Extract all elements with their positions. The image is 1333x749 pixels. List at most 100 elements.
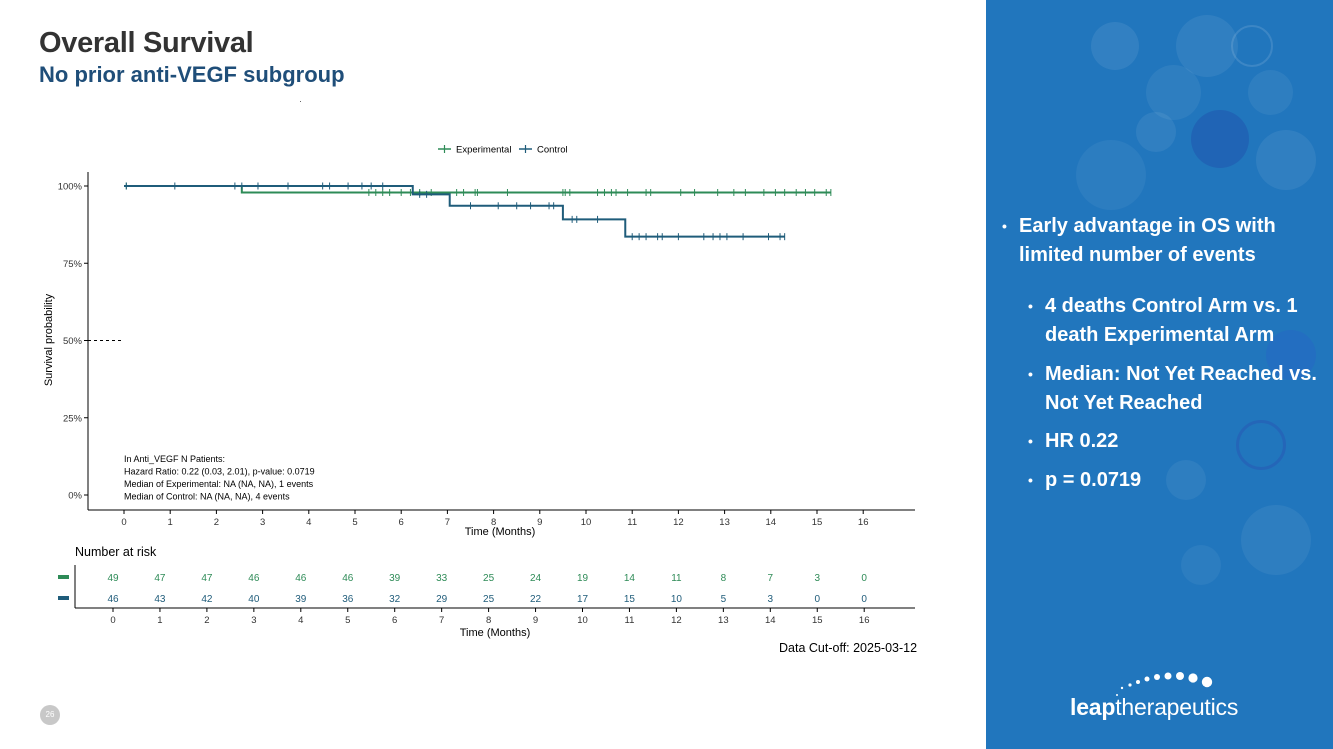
decor-bubble xyxy=(1266,330,1316,380)
risk-table-title: Number at risk xyxy=(75,545,157,559)
stray-dot xyxy=(300,101,301,102)
risk-count-control: 0 xyxy=(814,594,820,605)
x-tick-label: 8 xyxy=(491,517,496,528)
risk-x-tick-label: 3 xyxy=(251,615,256,626)
x-tick-label: 5 xyxy=(352,517,357,528)
bullet-dot-icon: • xyxy=(1028,366,1033,382)
sub-bullet: • HR 0.22 xyxy=(1028,427,1328,456)
y-tick-label: 0% xyxy=(68,491,82,502)
risk-x-tick-label: 4 xyxy=(298,615,303,626)
slide-subtitle: No prior anti-VEGF subgroup xyxy=(39,62,345,87)
risk-count-experimental: 7 xyxy=(768,573,774,584)
risk-count-experimental: 46 xyxy=(342,573,354,584)
decor-bubble xyxy=(1091,22,1139,70)
sub-bullet-text: Median: Not Yet Reached vs. Not Yet Reac… xyxy=(1045,363,1317,414)
decor-bubble xyxy=(1166,460,1206,500)
risk-count-experimental: 24 xyxy=(530,573,542,584)
risk-count-control: 10 xyxy=(671,594,683,605)
risk-count-control: 39 xyxy=(295,594,307,605)
legend-label: Experimental xyxy=(456,145,511,156)
risk-x-tick-label: 9 xyxy=(533,615,538,626)
legend-label: Control xyxy=(537,145,568,156)
risk-row-swatch-control xyxy=(58,596,69,600)
risk-count-control: 3 xyxy=(768,594,774,605)
x-tick-label: 15 xyxy=(812,517,823,528)
sub-bullet: • Median: Not Yet Reached vs. Not Yet Re… xyxy=(1028,360,1328,418)
company-logo: leaptherapeutics xyxy=(1070,668,1270,728)
risk-count-control: 22 xyxy=(530,594,542,605)
bullet-main: • Early advantage in OS with limited num… xyxy=(1002,212,1322,270)
sub-bullet: • 4 deaths Control Arm vs. 1 death Exper… xyxy=(1028,292,1328,350)
decor-bubble xyxy=(1256,130,1316,190)
risk-x-tick-label: 7 xyxy=(439,615,444,626)
y-axis-title: Survival probability xyxy=(43,293,55,386)
risk-count-control: 42 xyxy=(201,594,213,605)
decor-bubble xyxy=(1076,140,1146,210)
risk-count-control: 36 xyxy=(342,594,354,605)
risk-count-experimental: 33 xyxy=(436,573,448,584)
risk-x-tick-label: 5 xyxy=(345,615,350,626)
risk-count-experimental: 14 xyxy=(624,573,636,584)
page-number: 26 xyxy=(40,705,60,725)
decor-bubble xyxy=(1136,112,1176,152)
x-tick-label: 4 xyxy=(306,517,311,528)
bullet-main-text: Early advantage in OS with limited numbe… xyxy=(1019,215,1276,266)
risk-row-swatch-experimental xyxy=(58,575,69,579)
risk-count-experimental: 49 xyxy=(107,573,119,584)
y-tick-label: 50% xyxy=(63,336,83,347)
sub-bullet: • p = 0.0719 xyxy=(1028,466,1328,495)
x-tick-label: 1 xyxy=(168,517,173,528)
risk-x-tick-label: 0 xyxy=(110,615,115,626)
risk-count-experimental: 46 xyxy=(248,573,260,584)
risk-count-control: 25 xyxy=(483,594,495,605)
risk-count-experimental: 46 xyxy=(295,573,307,584)
bullet-dot-icon: • xyxy=(1002,218,1007,234)
risk-x-tick-label: 8 xyxy=(486,615,491,626)
decor-bubble xyxy=(1191,110,1249,168)
x-tick-label: 13 xyxy=(719,517,730,528)
x-tick-label: 10 xyxy=(581,517,592,528)
x-tick-label: 12 xyxy=(673,517,684,528)
x-tick-label: 14 xyxy=(766,517,777,528)
decor-bubble xyxy=(1176,15,1238,77)
risk-count-experimental: 47 xyxy=(154,573,166,584)
decor-bubble xyxy=(1248,70,1293,115)
risk-count-control: 40 xyxy=(248,594,260,605)
x-tick-label: 9 xyxy=(537,517,542,528)
risk-count-control: 0 xyxy=(861,594,867,605)
risk-x-tick-label: 14 xyxy=(765,615,776,626)
annotation-line: In Anti_VEGF N Patients: xyxy=(124,454,225,464)
annotation-line: Hazard Ratio: 0.22 (0.03, 2.01), p-value… xyxy=(124,467,315,477)
sidebar-panel: • Early advantage in OS with limited num… xyxy=(986,0,1333,749)
bullet-dot-icon: • xyxy=(1028,472,1033,488)
risk-count-control: 43 xyxy=(154,594,166,605)
risk-x-tick-label: 10 xyxy=(577,615,588,626)
logo-dots-icon xyxy=(1116,672,1213,696)
risk-x-tick-label: 12 xyxy=(671,615,682,626)
risk-x-tick-label: 2 xyxy=(204,615,209,626)
risk-count-experimental: 25 xyxy=(483,573,495,584)
x-tick-label: 0 xyxy=(121,517,126,528)
risk-count-control: 15 xyxy=(624,594,636,605)
y-tick-label: 25% xyxy=(63,413,83,424)
x-tick-label: 16 xyxy=(858,517,869,528)
decor-bubble xyxy=(1236,420,1286,470)
y-tick-label: 100% xyxy=(58,182,83,193)
annotation-line: Median of Experimental: NA (NA, NA), 1 e… xyxy=(124,479,314,489)
decor-bubble xyxy=(1231,25,1273,67)
x-tick-label: 6 xyxy=(399,517,404,528)
risk-count-experimental: 3 xyxy=(814,573,820,584)
risk-x-tick-label: 16 xyxy=(859,615,870,626)
risk-count-experimental: 0 xyxy=(861,573,867,584)
risk-x-tick-label: 15 xyxy=(812,615,823,626)
decor-bubble xyxy=(1146,65,1201,120)
risk-count-control: 29 xyxy=(436,594,448,605)
decor-bubble xyxy=(1241,505,1311,575)
logo-text: leaptherapeutics xyxy=(1070,694,1239,720)
sub-bullet-text: HR 0.22 xyxy=(1045,430,1119,452)
survival-curve-control xyxy=(124,185,785,238)
risk-count-experimental: 19 xyxy=(577,573,589,584)
risk-count-experimental: 47 xyxy=(201,573,213,584)
risk-count-control: 17 xyxy=(577,594,589,605)
annotation-line: Median of Control: NA (NA, NA), 4 events xyxy=(124,492,290,502)
